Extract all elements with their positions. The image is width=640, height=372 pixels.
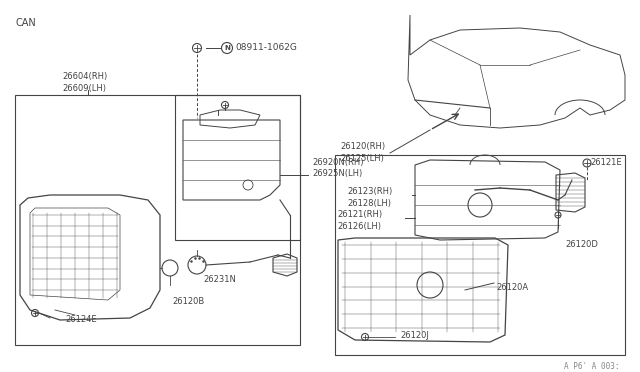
Text: 26124E: 26124E: [65, 315, 97, 324]
Text: 26604(RH)
26609(LH): 26604(RH) 26609(LH): [62, 72, 108, 93]
Bar: [15, 95, 300, 345]
Text: 26121(RH)
26126(LH): 26121(RH) 26126(LH): [337, 210, 382, 231]
Text: 26231N: 26231N: [203, 275, 236, 284]
Text: 26120(RH)
26125(LH): 26120(RH) 26125(LH): [340, 142, 385, 163]
Text: 26121E: 26121E: [590, 158, 621, 167]
Text: A P6' A 003:: A P6' A 003:: [564, 362, 620, 371]
Bar: [175, 95, 300, 240]
Text: 26120J: 26120J: [400, 331, 429, 340]
Text: 26120D: 26120D: [565, 240, 598, 249]
Text: 26123(RH)
26128(LH): 26123(RH) 26128(LH): [347, 187, 392, 208]
Text: CAN: CAN: [15, 18, 36, 28]
Text: 08911-1062G: 08911-1062G: [235, 44, 297, 52]
Text: 26120B: 26120B: [172, 297, 204, 306]
Text: N: N: [224, 45, 230, 51]
Bar: [335, 155, 625, 355]
Text: 26120A: 26120A: [496, 283, 528, 292]
Text: 26920N(RH)
26925N(LH): 26920N(RH) 26925N(LH): [312, 158, 364, 179]
